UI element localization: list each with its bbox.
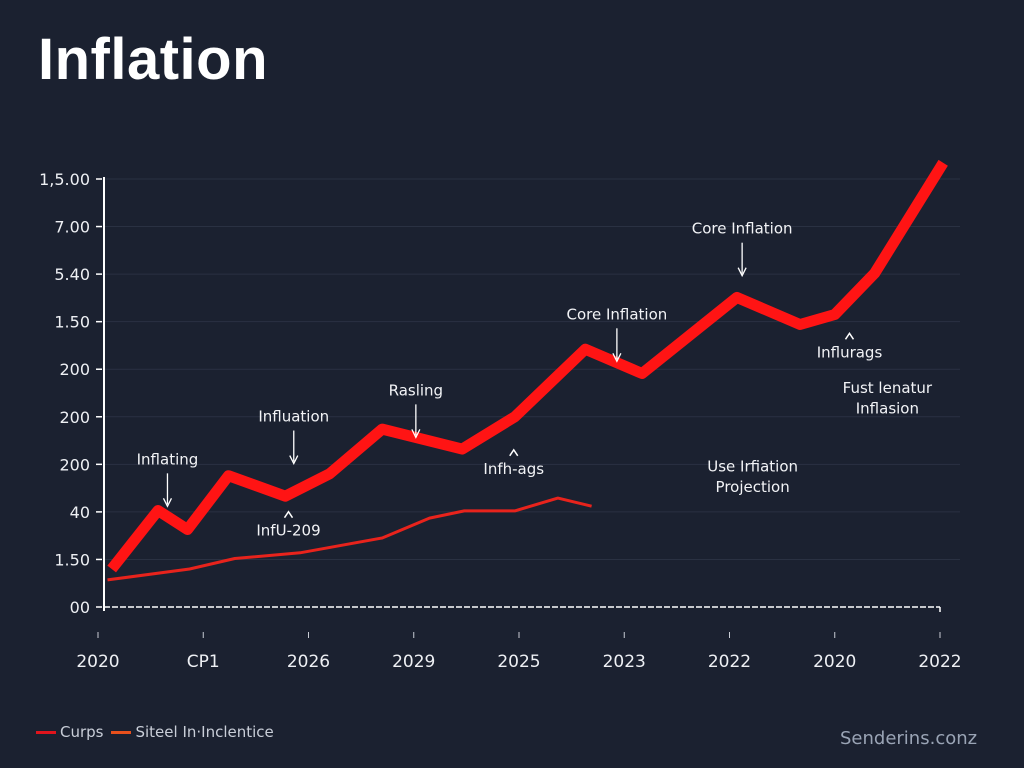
arrowhead-icon: [411, 429, 421, 439]
watermark: Senderins.conz: [840, 728, 978, 749]
legend: Curps Siteel In·Inclentice: [36, 723, 282, 741]
gridlines: [104, 178, 960, 560]
x-tick-label: 2026: [287, 652, 330, 672]
annotation-label: Core Inflation: [566, 305, 667, 323]
annotation-label: Fust lenatur: [843, 379, 933, 397]
annotation-label: Influation: [258, 408, 329, 426]
annotation-label: Rasling: [389, 381, 443, 399]
annotation-label: Influrags: [817, 343, 883, 361]
x-tick-label: 2022: [918, 652, 961, 672]
legend-swatch-siteel: [111, 730, 132, 734]
annotation-label: Core Inflation: [692, 220, 793, 238]
annotation-label: Inflasion: [856, 399, 919, 417]
y-tick-label: 5.40: [54, 265, 90, 284]
annotation-label: InfU-209: [256, 522, 320, 540]
annotation-label: Infh-ags: [483, 460, 544, 478]
y-tick-label: 40: [70, 503, 90, 522]
series-line-curps: [107, 159, 948, 573]
page-title: Inflation: [38, 27, 269, 92]
y-tick-label: 1,5.00: [39, 170, 90, 189]
legend-label: Curps: [60, 723, 104, 741]
x-tick-label: 2023: [603, 652, 646, 672]
series-lines: [107, 159, 948, 582]
caret-up-icon: [844, 331, 855, 340]
y-tick-label: 00: [70, 598, 90, 617]
arrowhead-icon: [162, 498, 173, 508]
axes: [103, 177, 941, 612]
y-tick-label: 200: [59, 360, 90, 379]
arrowhead-icon: [737, 267, 747, 278]
x-tick-label: 2022: [708, 652, 751, 672]
arrowhead-icon: [612, 352, 622, 363]
annotation-label: Inflating: [137, 450, 199, 468]
legend-swatch-curps: [36, 730, 56, 734]
caret-up-icon: [283, 510, 294, 519]
x-tick-label: 2025: [497, 652, 540, 672]
y-tick-label: 1.50: [54, 550, 90, 569]
x-tick-label: 2029: [392, 652, 435, 672]
legend-item-curps[interactable]: Curps: [36, 723, 103, 741]
caret-up-icon: [509, 448, 519, 457]
legend-item-siteel[interactable]: Siteel In·Inclentice: [111, 723, 274, 741]
annotation-label: Projection: [716, 478, 790, 496]
y-tick-label: 200: [59, 455, 90, 474]
series-line-siteel: [107, 496, 592, 582]
y-tick-label: 7.00: [54, 218, 90, 237]
x-tick-label: 2020: [813, 652, 856, 672]
arrowhead-icon: [289, 455, 299, 465]
annotation-label: Use Irfiation: [707, 457, 798, 475]
annotations: Inflating Influation InfU-209 Rasling Infh-a…: [137, 220, 933, 540]
y-tick-label: 200: [59, 408, 90, 427]
x-tick-label: CP1: [187, 652, 220, 672]
x-axis-ticks: 2020 CP1 2026 2029 2025 2023 2022 2020 2022: [76, 632, 962, 672]
y-tick-label: 1.50: [54, 313, 90, 332]
legend-label: Siteel In·Inclentice: [135, 723, 274, 741]
y-axis-ticks: 00 1.50 40 200 200 200 1.50 5.40 7.00 1,5.00: [39, 170, 102, 617]
x-tick-label: 2020: [76, 652, 119, 672]
